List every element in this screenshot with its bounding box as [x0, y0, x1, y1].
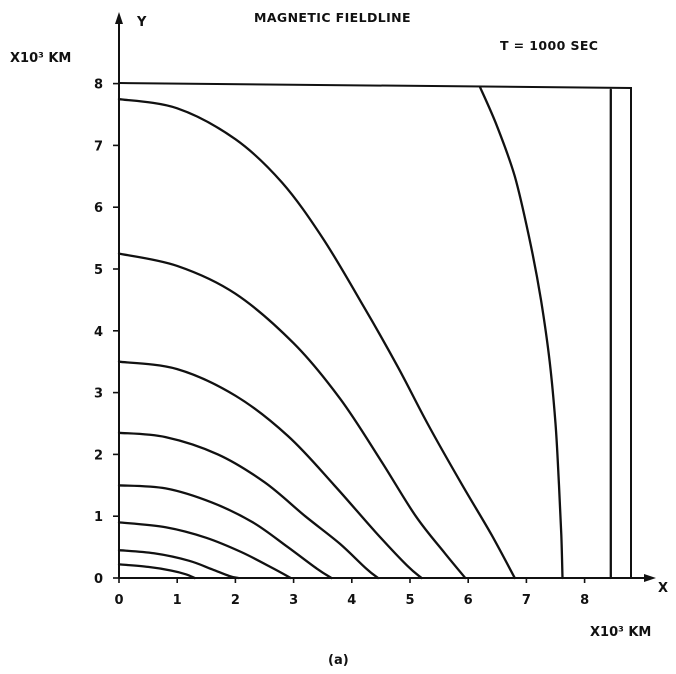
y-tick-label: 3	[94, 387, 103, 402]
chart-title: MAGNETIC FIELDLINE	[254, 10, 411, 25]
field-line-2	[117, 549, 240, 580]
time-annotation: T = 1000 SEC	[500, 38, 598, 53]
x-axis-unit: X10³ KM	[590, 625, 651, 640]
y-tick-label: 2	[94, 448, 103, 463]
x-tick-label: 8	[580, 593, 589, 608]
y-axis-arrow	[115, 12, 123, 24]
y-axis-label: Y	[136, 15, 147, 30]
x-axis-label: X	[658, 581, 668, 596]
y-tick-label: 4	[94, 325, 103, 340]
x-tick-label: 6	[464, 593, 473, 608]
y-tick-label: 7	[94, 139, 103, 154]
y-tick-group: 0 1 2 3 4 5 6 7 8	[94, 78, 119, 587]
field-line-7	[117, 252, 467, 580]
field-line-8	[117, 97, 516, 580]
plot-frame	[118, 82, 632, 578]
x-tick-label: 2	[231, 593, 240, 608]
y-axis-unit: X10³ KM	[10, 51, 71, 66]
field-lines-group	[117, 85, 612, 580]
field-line-1	[117, 563, 196, 580]
field-line-4	[117, 484, 333, 580]
figure-caption: (a)	[328, 653, 349, 668]
field-line-6	[117, 360, 423, 580]
x-tick-label: 1	[173, 593, 182, 608]
x-axis-arrow	[644, 574, 656, 582]
y-tick-label: 8	[94, 78, 103, 93]
field-line-5	[117, 431, 380, 580]
y-tick-label: 0	[94, 572, 103, 587]
x-tick-label: 4	[347, 593, 356, 608]
x-tick-label: 0	[114, 593, 123, 608]
x-tick-group: 0 1 2 3 4 5 6 7 8	[114, 578, 589, 608]
field-line-3	[117, 521, 292, 580]
x-tick-label: 7	[522, 593, 531, 608]
x-tick-label: 5	[405, 593, 414, 608]
y-tick-label: 6	[94, 201, 103, 216]
y-tick-label: 1	[94, 510, 103, 525]
x-tick-label: 3	[289, 593, 298, 608]
y-tick-label: 5	[94, 263, 103, 278]
field-line-9	[478, 85, 564, 580]
